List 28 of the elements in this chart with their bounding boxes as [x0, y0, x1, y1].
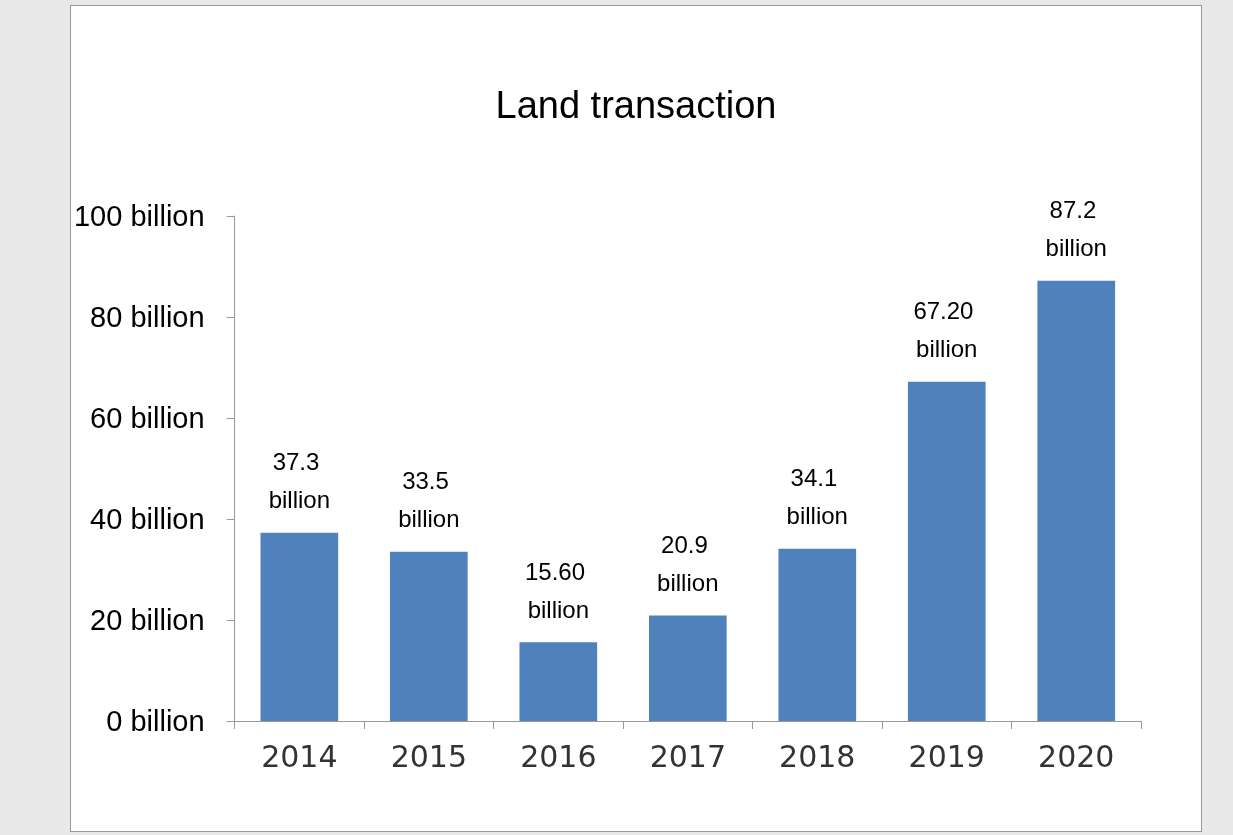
y-tick-label: 40 billion — [90, 503, 205, 535]
bar — [519, 642, 598, 721]
x-tick-label: 2014 — [261, 738, 338, 774]
data-label: 33.5 billion — [398, 467, 460, 533]
bar — [907, 381, 986, 721]
y-tick-label: 20 billion — [90, 604, 205, 636]
bar — [389, 551, 468, 721]
x-tick-label: 2019 — [908, 738, 985, 774]
y-tick-label: 80 billion — [90, 301, 205, 333]
x-tick-label: 2017 — [649, 738, 726, 774]
x-tick-label: 2015 — [390, 738, 468, 774]
data-label: 20.9 billion — [657, 530, 719, 596]
chart-title: Land transaction — [495, 84, 777, 126]
bar — [778, 548, 857, 721]
y-tick-label: 0 billion — [106, 705, 205, 737]
data-label: 37.3 billion — [268, 448, 331, 514]
y-tick-label: 100 billion — [73, 200, 205, 232]
bar — [648, 615, 727, 721]
y-tick-label: 60 billion — [90, 402, 205, 434]
x-tick-label: 2016 — [520, 738, 597, 774]
data-label: 67.20 billion — [913, 297, 981, 363]
x-tick-label: 2020 — [1038, 738, 1115, 774]
data-label: 34.1 billion — [786, 464, 848, 530]
data-label: 87.2 billion — [1045, 196, 1107, 262]
bar — [1037, 280, 1116, 721]
bar — [260, 532, 339, 721]
data-label: 15.60 billion — [524, 557, 592, 623]
x-tick-label: 2018 — [779, 738, 856, 774]
